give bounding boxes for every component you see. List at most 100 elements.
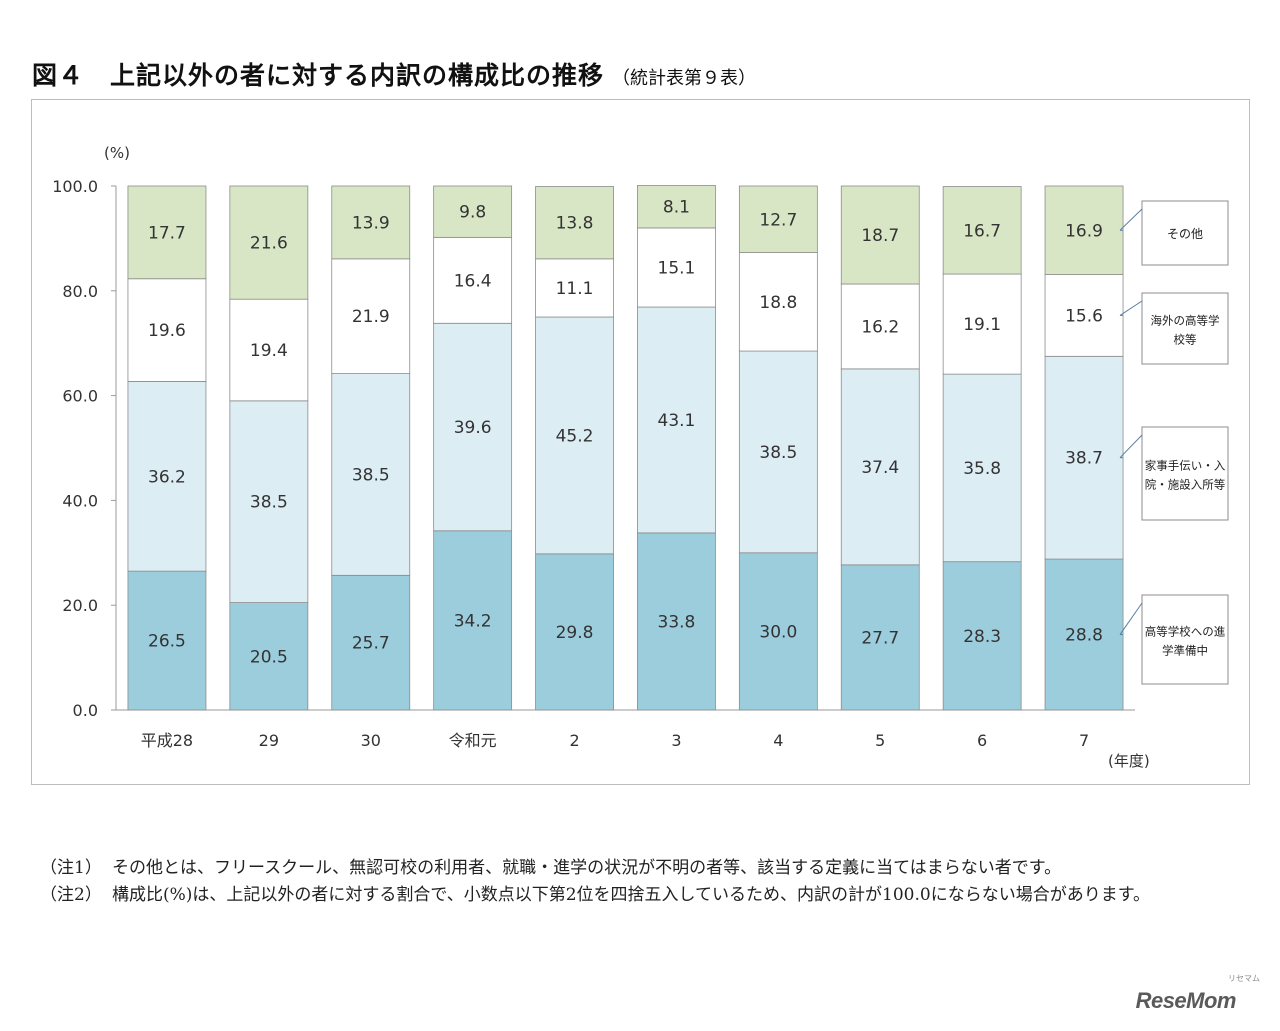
data-label: 21.9	[352, 307, 390, 327]
data-label: 30.0	[759, 622, 797, 642]
bar-segment	[1044, 185, 1124, 275]
bar-segment	[229, 185, 309, 300]
data-label: 16.4	[454, 271, 492, 291]
bar-segment	[738, 252, 818, 352]
bar-segment	[942, 561, 1022, 711]
y-tick-label: 0.0	[73, 701, 98, 720]
data-label: 27.7	[861, 628, 899, 648]
bar-segment	[127, 278, 207, 382]
bar-segment	[229, 400, 309, 603]
x-tick-label: 令和元	[449, 731, 497, 750]
x-tick-label: 5	[875, 731, 885, 750]
bar-segment	[637, 185, 716, 229]
data-label: 19.1	[963, 315, 1001, 335]
bar-segment	[127, 185, 207, 280]
footnote-1-mark: （注1）	[40, 858, 102, 878]
legend-label: 高等学校への進	[1145, 625, 1226, 639]
data-label: 37.4	[861, 458, 899, 478]
bar-segment	[637, 532, 716, 711]
footnote-1-text: その他とは、フリースクール、無認可校の利用者、就職・進学の状況が不明の者等、該当…	[112, 858, 1062, 878]
bar-segment	[1044, 355, 1124, 560]
legend-leader-line	[1119, 602, 1143, 635]
chart-header: 図４ 上記以外の者に対する内訳の構成比の推移 （統計表第９表）	[32, 56, 756, 92]
legend-leader-line	[1119, 434, 1143, 459]
data-label: 8.1	[663, 198, 690, 218]
data-label: 13.9	[352, 213, 390, 233]
data-label: 39.6	[454, 418, 492, 438]
data-label: 38.7	[1065, 449, 1103, 469]
data-label: 26.5	[148, 632, 186, 652]
bar-segment	[738, 185, 818, 253]
legend-box	[1141, 292, 1229, 365]
data-label: 45.2	[556, 426, 594, 446]
data-label: 38.5	[352, 465, 390, 485]
resemom-logo: ReseMom	[1135, 988, 1237, 1013]
footnote-2-mark: （注2）	[40, 885, 102, 905]
data-label: 33.8	[658, 612, 696, 632]
bar-segment	[942, 273, 1022, 375]
data-label: 38.5	[250, 493, 288, 513]
bar-segment	[331, 373, 411, 576]
legend-label: 家事手伝い・入	[1145, 459, 1226, 473]
y-tick-label: 100.0	[52, 177, 98, 196]
y-tick-label: 40.0	[62, 491, 98, 510]
data-label: 21.6	[250, 234, 288, 254]
x-tick-label: 4	[773, 731, 783, 750]
bar-segment	[840, 564, 920, 711]
brand-kana: リセマム	[1228, 974, 1260, 983]
data-label: 11.1	[556, 279, 594, 299]
data-label: 19.4	[250, 341, 288, 361]
y-tick-label: 20.0	[62, 596, 98, 615]
data-label: 25.7	[352, 634, 390, 654]
data-label: 16.7	[963, 221, 1001, 241]
x-tick-label: 2	[569, 731, 579, 750]
chart-title: 図４ 上記以外の者に対する内訳の構成比の推移	[32, 61, 604, 90]
data-label: 36.2	[148, 467, 186, 487]
bar-segment	[433, 185, 513, 238]
y-tick-label: 60.0	[62, 387, 98, 406]
data-label: 16.2	[861, 317, 899, 337]
x-tick-label: 30	[361, 731, 381, 750]
bar-segment	[942, 373, 1022, 563]
bar-segment	[1044, 274, 1124, 357]
bar-segment	[127, 570, 207, 711]
bar-segment	[535, 258, 614, 318]
bar-segment	[331, 258, 411, 374]
footnotes: （注1） その他とは、フリースクール、無認可校の利用者、就職・進学の状況が不明の…	[40, 855, 1255, 909]
footnote-2: （注2） 構成比(%)は、上記以外の者に対する割合で、小数点以下第2位を四捨五入…	[40, 882, 1255, 909]
data-label: 9.8	[459, 203, 486, 223]
title-text: 上記以外の者に対する内訳の構成比の推移	[110, 61, 605, 90]
bar-segment	[127, 381, 207, 572]
data-label: 12.7	[759, 210, 797, 230]
data-label: 29.8	[556, 623, 594, 643]
legend-box	[1141, 426, 1229, 521]
data-label: 17.7	[148, 223, 186, 243]
data-label: 20.5	[250, 647, 288, 667]
x-tick-label: 3	[671, 731, 681, 750]
footnote-1: （注1） その他とは、フリースクール、無認可校の利用者、就職・進学の状況が不明の…	[40, 855, 1255, 882]
bar-segment	[840, 185, 920, 285]
stacked-bar-chart: 0.0 20.0 40.0 60.0 80.0 100.0 (%) (年度) 26.5 36.2 1…	[52, 144, 1229, 770]
legend-label: 校等	[1174, 333, 1197, 347]
legend-label: その他	[1167, 227, 1203, 241]
footnote-2-text: 構成比(%)は、上記以外の者に対する割合で、小数点以下第2位を四捨五入しているた…	[112, 885, 1151, 905]
x-tick-label: 7	[1079, 731, 1089, 750]
x-tick-label: 6	[977, 731, 987, 750]
bar-segment	[738, 552, 818, 711]
bar-segment	[942, 186, 1022, 275]
data-label: 19.6	[148, 321, 186, 341]
bar-segment	[433, 530, 513, 711]
data-label: 28.8	[1065, 626, 1103, 646]
x-tick-label: 29	[259, 731, 279, 750]
figure-number: 図４	[32, 61, 85, 90]
legend-label: 海外の高等学	[1151, 314, 1220, 328]
data-label: 16.9	[1065, 221, 1103, 241]
data-label: 15.6	[1065, 306, 1103, 326]
bar-segment	[738, 350, 818, 554]
legend-label: 学準備中	[1162, 644, 1208, 658]
data-label: 18.7	[861, 226, 899, 246]
data-label: 43.1	[658, 411, 696, 431]
bar-segment	[229, 602, 309, 711]
data-label: 28.3	[963, 627, 1001, 647]
data-label: 35.8	[963, 459, 1001, 479]
